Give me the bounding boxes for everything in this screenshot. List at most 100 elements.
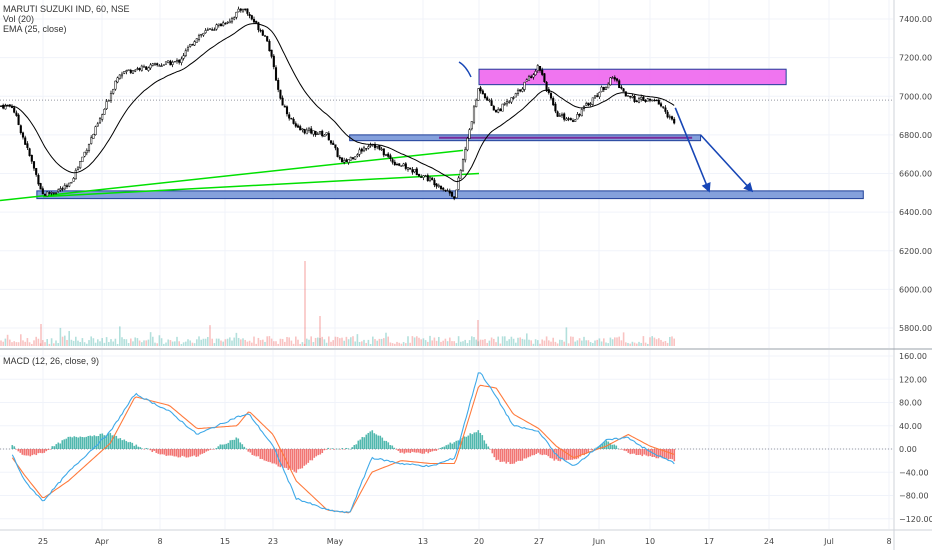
- volume-bar: [308, 339, 310, 346]
- macd-histogram-bar: [389, 445, 392, 449]
- volume-bar: [163, 343, 165, 346]
- volume-bar: [2, 341, 4, 346]
- candle-body: [417, 173, 421, 177]
- candle-body: [428, 177, 432, 181]
- volume-bar: [550, 341, 552, 346]
- volume-bar: [255, 343, 257, 346]
- candle-body: [63, 185, 66, 190]
- macd-histogram-bar: [323, 449, 326, 451]
- macd-histogram-bar: [243, 446, 246, 449]
- macd-histogram-bar: [491, 449, 494, 454]
- macd-panel-area[interactable]: [0, 350, 894, 530]
- macd-line: [11, 372, 675, 514]
- macd-histogram-bar: [129, 441, 132, 449]
- symbol-title[interactable]: MARUTI SUZUKI IND, 60, NSE: [3, 4, 130, 14]
- candle-body: [486, 97, 489, 101]
- macd-histogram-bar: [15, 449, 18, 450]
- volume-bar: [658, 338, 660, 346]
- volume-bar: [235, 332, 238, 346]
- volume-bar: [204, 338, 207, 346]
- macd-tick-label: −40.00: [899, 468, 929, 477]
- macd-histogram-bar: [647, 449, 650, 457]
- macd-histogram-bar: [211, 449, 214, 450]
- volume-bar: [460, 341, 462, 346]
- volume-bar: [391, 343, 394, 346]
- macd-histogram-bar: [363, 437, 366, 449]
- date-tick-label: Apr: [95, 537, 110, 546]
- macd-histogram-bar: [655, 449, 658, 459]
- macd-axis[interactable]: −120.00 −80.00 −40.00 0.00 40.00 80.00 120.00 1…: [899, 352, 932, 524]
- candle-body: [622, 88, 625, 92]
- candle-body: [431, 177, 434, 181]
- macd-histogram-bar: [527, 449, 530, 458]
- candlesticks: [0, 6, 676, 201]
- target-arrows[interactable]: [458, 61, 754, 193]
- macd-histogram-bar: [147, 448, 150, 450]
- macd-histogram-bar: [643, 449, 646, 455]
- macd-histogram-bar: [601, 443, 604, 449]
- macd-histogram-bar: [301, 449, 304, 469]
- macd-histogram-bar: [481, 435, 484, 449]
- volume-bar: [655, 339, 658, 346]
- price-tick-label: 6000.00: [899, 285, 932, 294]
- candle-body: [525, 79, 528, 82]
- volume-bar: [669, 336, 671, 346]
- volume-bar: [202, 338, 205, 346]
- price-axis[interactable]: 5800.00 6000.00 6200.00 6400.00 6600.00 6800.…: [899, 15, 932, 333]
- trendlines[interactable]: [0, 149, 480, 202]
- candle-body: [140, 65, 143, 71]
- candle-body: [598, 92, 601, 98]
- volume-bar: [493, 338, 495, 346]
- candle-body: [131, 70, 135, 74]
- macd-histogram-bar: [575, 449, 578, 460]
- macd-histogram-bar: [507, 449, 510, 462]
- candle-body: [169, 60, 172, 66]
- candle-body: [633, 95, 636, 102]
- time-axis[interactable]: 25 Apr 8 15 23 May 13 20 27 Jun 10 17 24 Jul 8: [38, 537, 892, 546]
- volume-legend[interactable]: Vol (20): [3, 14, 35, 24]
- ema-legend[interactable]: EMA (25, close): [3, 24, 67, 34]
- macd-histogram-bar: [223, 444, 226, 449]
- macd-histogram-bar: [499, 449, 502, 462]
- macd-histogram-bar: [407, 449, 410, 453]
- macd-histogram-bar: [539, 449, 542, 455]
- volume-bar: [400, 343, 403, 346]
- target-arrow-2: [699, 134, 754, 193]
- volume-bar: [372, 336, 374, 346]
- macd-histogram-bar: [349, 448, 352, 450]
- macd-histogram-bar: [423, 449, 426, 454]
- volume-bar: [416, 336, 418, 346]
- candle-body: [424, 175, 427, 177]
- macd-title[interactable]: MACD (12, 26, close, 9): [3, 356, 100, 366]
- volume-bar: [345, 336, 348, 346]
- macd-histogram-bar: [67, 436, 70, 449]
- volume-bar: [343, 340, 345, 346]
- macd-histogram-bar: [667, 449, 670, 460]
- candle-body: [571, 120, 575, 122]
- volume-bar: [587, 340, 590, 346]
- candle-body: [492, 105, 495, 111]
- macd-histogram-bar: [43, 449, 46, 453]
- volume-bar: [457, 336, 460, 346]
- volume-bar: [471, 336, 473, 346]
- volume-bar: [396, 341, 398, 346]
- macd-histogram-bar: [115, 435, 118, 449]
- macd-histogram-bar: [335, 448, 338, 450]
- macd-histogram-bar: [635, 449, 638, 456]
- candle-body: [332, 142, 335, 145]
- macd-histogram-bar: [537, 449, 540, 453]
- candle-body: [338, 156, 341, 159]
- volume-bar: [376, 340, 378, 346]
- volume-bar: [4, 338, 7, 346]
- macd-histogram-bar: [113, 434, 116, 449]
- candle-body: [567, 118, 570, 120]
- volume-bar: [449, 337, 451, 346]
- volume-bar: [519, 337, 521, 346]
- candle-body: [435, 183, 438, 187]
- macd-histogram-bar: [557, 449, 560, 461]
- volume-bar: [534, 339, 537, 346]
- volume-bar: [35, 336, 37, 346]
- macd-histogram-bar: [33, 449, 36, 455]
- macd-histogram-bar: [473, 432, 476, 449]
